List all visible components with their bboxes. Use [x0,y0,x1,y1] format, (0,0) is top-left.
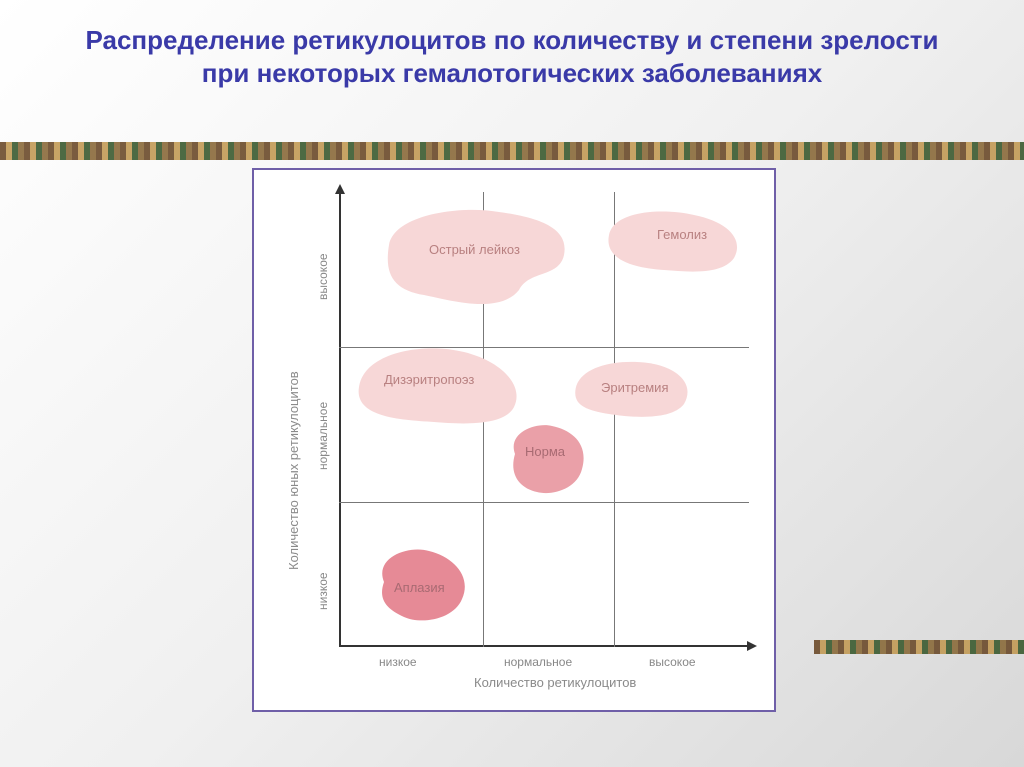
label-norm: Норма [525,444,565,459]
y-tick-normal: нормальное [316,402,330,470]
label-aplasia: Аплазия [394,580,445,595]
y-axis-line [339,192,341,647]
x-axis-line [339,645,749,647]
x-tick-normal: нормальное [504,655,572,669]
blob-shape [513,425,583,493]
label-hemolysis: Гемолиз [657,227,707,242]
y-axis-arrow-icon [335,184,345,194]
label-erythremia: Эритремия [601,380,669,395]
x-tick-high: высокое [649,655,696,669]
chart-card: Острый лейкоз Гемолиз Дизэритропоэз Эрит… [252,168,776,712]
region-acute-leukemia [369,200,569,315]
y-axis-title: Количество юных ретикулоцитов [286,371,301,570]
x-axis-arrow-icon [747,641,757,651]
decorative-band [0,142,1024,160]
plot-area: Острый лейкоз Гемолиз Дизэритропоэз Эрит… [339,192,749,647]
x-tick-low: низкое [379,655,417,669]
y-tick-high: высокое [316,253,330,300]
y-tick-low: низкое [316,572,330,610]
grid-h-2 [339,502,749,503]
label-acute-leukemia: Острый лейкоз [429,242,520,257]
label-dyserythropoiesis: Дизэритропоэз [384,372,474,387]
slide: Распределение ретикулоцитов по количеств… [0,0,1024,767]
x-axis-title: Количество ретикулоцитов [474,675,636,690]
slide-title: Распределение ретикулоцитов по количеств… [0,0,1024,97]
decorative-band-right [814,640,1024,654]
